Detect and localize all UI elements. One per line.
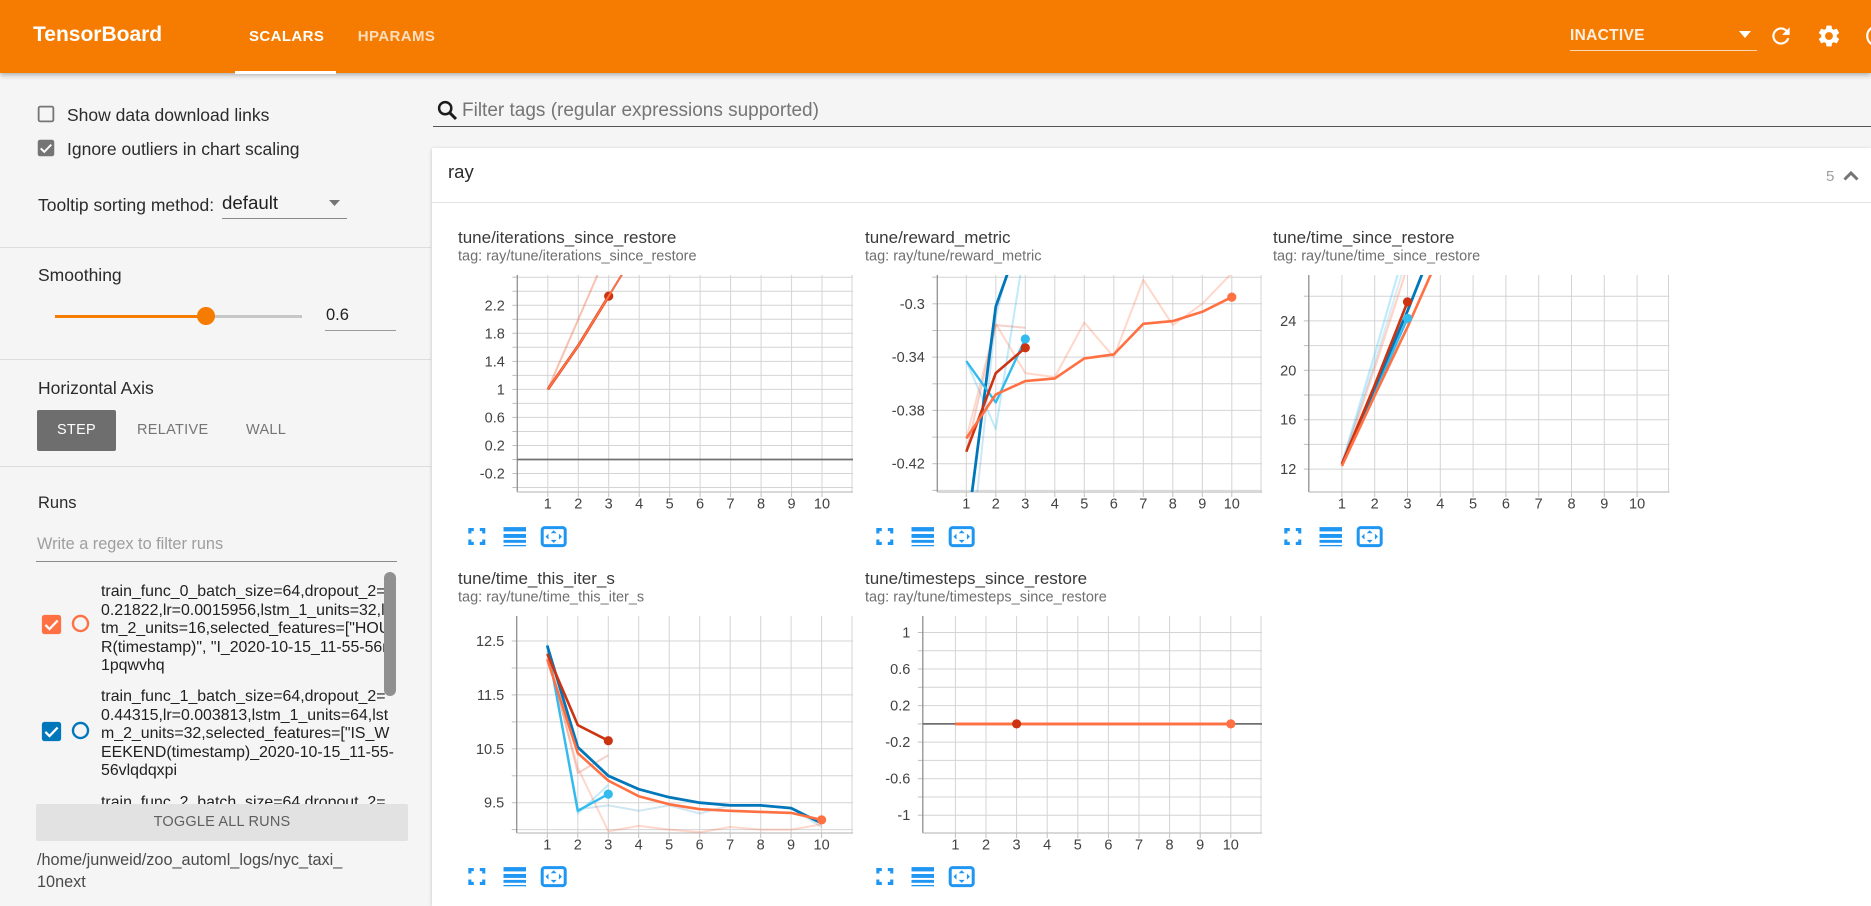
svg-text:1: 1: [902, 626, 910, 642]
svg-text:10: 10: [1629, 497, 1645, 513]
svg-text:tag: ray/tune/time_since_resto: tag: ray/tune/time_since_restore: [1273, 249, 1480, 265]
svg-text:10: 10: [814, 838, 830, 854]
svg-text:2: 2: [1371, 497, 1379, 513]
svg-text:5: 5: [666, 497, 674, 513]
svg-text:8: 8: [757, 838, 765, 854]
svg-text:24: 24: [1280, 314, 1296, 330]
svg-text:tune/time_this_iter_s: tune/time_this_iter_s: [458, 569, 615, 588]
svg-text:0.2: 0.2: [485, 439, 505, 455]
svg-text:6: 6: [1110, 497, 1118, 513]
svg-text:tune/time_since_restore: tune/time_since_restore: [1273, 228, 1454, 247]
svg-text:4: 4: [1043, 838, 1051, 854]
svg-text:-1: -1: [897, 808, 910, 824]
svg-text:9: 9: [1600, 497, 1608, 513]
svg-text:-0.6: -0.6: [885, 772, 910, 788]
svg-text:6: 6: [696, 497, 704, 513]
svg-text:-0.2: -0.2: [885, 735, 910, 751]
svg-text:1.4: 1.4: [485, 354, 505, 370]
svg-text:9.5: 9.5: [484, 796, 504, 812]
svg-text:1: 1: [951, 838, 959, 854]
svg-text:9: 9: [1198, 497, 1206, 513]
svg-text:7: 7: [1135, 838, 1143, 854]
svg-text:2: 2: [992, 497, 1000, 513]
svg-text:1: 1: [543, 838, 551, 854]
svg-text:tag: ray/tune/timesteps_since_: tag: ray/tune/timesteps_since_restore: [865, 590, 1107, 606]
svg-text:1.8: 1.8: [485, 326, 505, 342]
svg-text:12.5: 12.5: [476, 634, 504, 650]
svg-text:9: 9: [787, 838, 795, 854]
svg-text:4: 4: [1051, 497, 1059, 513]
svg-text:2: 2: [574, 497, 582, 513]
svg-text:tag: ray/tune/reward_metric: tag: ray/tune/reward_metric: [865, 249, 1042, 265]
svg-text:tune/iterations_since_restore: tune/iterations_since_restore: [458, 228, 676, 247]
svg-text:-0.42: -0.42: [892, 457, 925, 473]
svg-text:-0.38: -0.38: [892, 403, 925, 419]
svg-text:10.5: 10.5: [476, 742, 504, 758]
svg-text:0.6: 0.6: [485, 410, 505, 426]
svg-text:10: 10: [1223, 838, 1239, 854]
svg-text:6: 6: [1104, 838, 1112, 854]
svg-text:tag: ray/tune/iterations_since: tag: ray/tune/iterations_since_restore: [458, 249, 697, 265]
svg-text:0.2: 0.2: [890, 699, 910, 715]
svg-text:8: 8: [1567, 497, 1575, 513]
svg-text:1: 1: [544, 497, 552, 513]
svg-text:4: 4: [635, 838, 643, 854]
svg-text:4: 4: [635, 497, 643, 513]
svg-text:-0.3: -0.3: [900, 297, 925, 313]
svg-text:0.6: 0.6: [890, 662, 910, 678]
svg-text:3: 3: [605, 497, 613, 513]
svg-text:11.5: 11.5: [477, 688, 504, 704]
svg-text:8: 8: [757, 497, 765, 513]
svg-text:1: 1: [497, 382, 505, 398]
svg-text:1: 1: [962, 497, 970, 513]
svg-text:7: 7: [1139, 497, 1147, 513]
svg-text:8: 8: [1169, 497, 1177, 513]
svg-text:4: 4: [1436, 497, 1444, 513]
svg-text:5: 5: [1074, 838, 1082, 854]
svg-text:3: 3: [1021, 497, 1029, 513]
svg-text:6: 6: [696, 838, 704, 854]
svg-text:3: 3: [604, 838, 612, 854]
svg-text:8: 8: [1166, 838, 1174, 854]
svg-text:7: 7: [726, 838, 734, 854]
svg-text:-0.2: -0.2: [480, 467, 505, 483]
svg-text:7: 7: [1535, 497, 1543, 513]
svg-text:tune/reward_metric: tune/reward_metric: [865, 228, 1011, 247]
svg-text:20: 20: [1280, 363, 1296, 379]
svg-text:9: 9: [788, 497, 796, 513]
svg-text:6: 6: [1502, 497, 1510, 513]
svg-text:16: 16: [1280, 413, 1296, 429]
svg-text:2.2: 2.2: [485, 298, 505, 314]
svg-text:10: 10: [814, 497, 830, 513]
svg-text:3: 3: [1403, 497, 1411, 513]
svg-text:5: 5: [1469, 497, 1477, 513]
svg-text:10: 10: [1224, 497, 1240, 513]
svg-text:2: 2: [574, 838, 582, 854]
svg-text:12: 12: [1280, 462, 1296, 478]
svg-text:tune/timesteps_since_restore: tune/timesteps_since_restore: [865, 569, 1087, 588]
svg-text:5: 5: [665, 838, 673, 854]
svg-text:-0.34: -0.34: [892, 350, 925, 366]
svg-text:1: 1: [1338, 497, 1346, 513]
svg-text:tag: ray/tune/time_this_iter_s: tag: ray/tune/time_this_iter_s: [458, 590, 644, 606]
svg-text:3: 3: [1013, 838, 1021, 854]
svg-text:9: 9: [1196, 838, 1204, 854]
svg-text:5: 5: [1080, 497, 1088, 513]
svg-text:2: 2: [982, 838, 990, 854]
svg-text:7: 7: [727, 497, 735, 513]
